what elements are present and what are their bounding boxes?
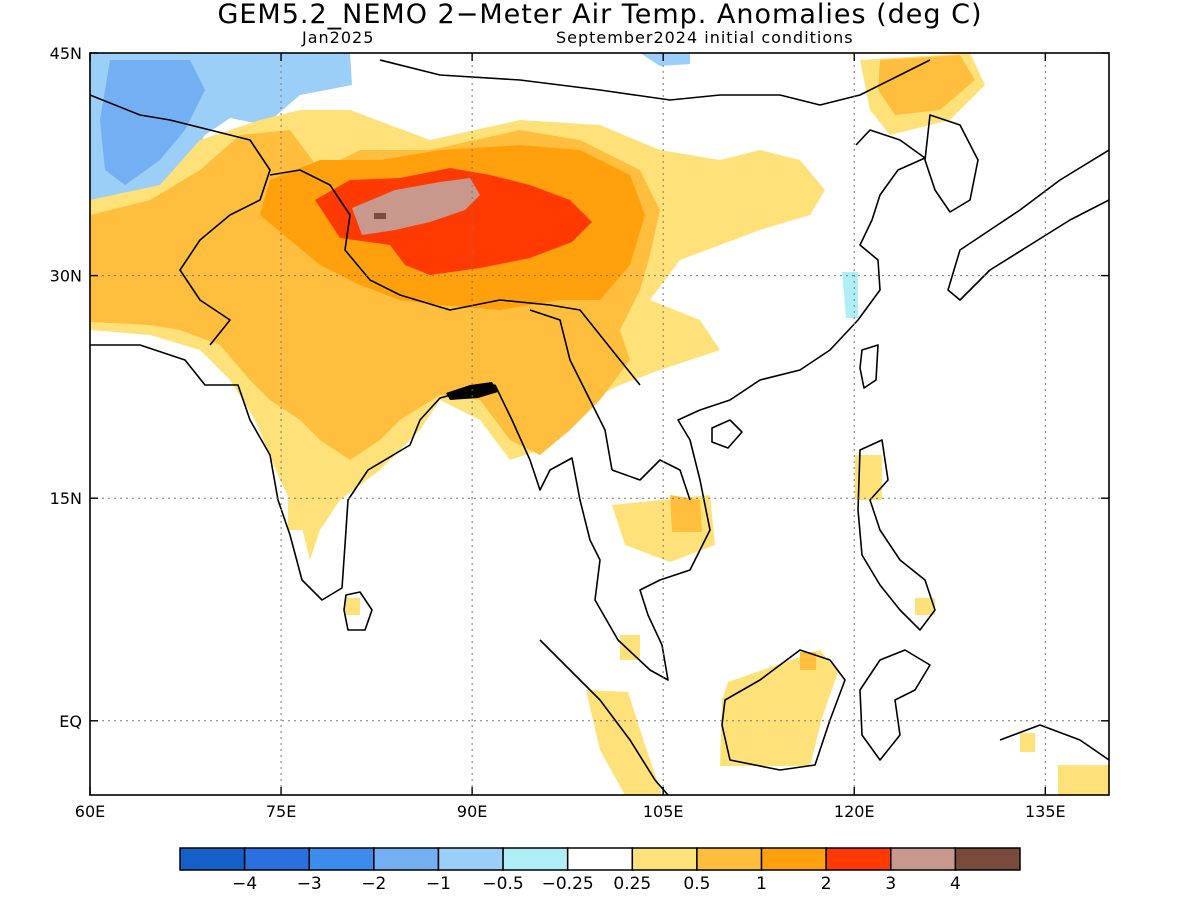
anomaly-shading xyxy=(90,53,1109,795)
anomaly-dark-spot xyxy=(374,213,386,219)
japan-coastline xyxy=(947,149,1109,301)
lat-tick-label: 45N xyxy=(50,44,82,63)
colorbar-swatch xyxy=(825,847,892,871)
sri-lanka-coastline xyxy=(343,591,373,631)
colorbar-label: 2 xyxy=(821,874,832,894)
colorbar-label: −3 xyxy=(297,874,322,894)
lon-tick-label: 60E xyxy=(75,802,105,821)
colorbar-swatch xyxy=(760,847,827,871)
colorbar-label: 1 xyxy=(756,874,767,894)
myanmar-border xyxy=(529,309,613,471)
indochina-coastline xyxy=(494,129,926,681)
colorbar-swatch xyxy=(502,847,569,871)
graticule xyxy=(90,53,1109,795)
lon-tick-label: 75E xyxy=(266,802,296,821)
colorbar-swatch xyxy=(179,847,246,871)
colorbar-swatch xyxy=(243,847,310,871)
southeast-asia-border xyxy=(611,459,691,501)
colorbar-swatch xyxy=(437,847,504,871)
forecast-month: Jan2025 xyxy=(302,28,375,47)
colorbar-label: −0.25 xyxy=(542,874,594,894)
hainan-coastline xyxy=(711,419,743,449)
colorbar-swatch xyxy=(954,847,1021,871)
colorbar-label: 0.25 xyxy=(613,874,651,894)
colorbar-swatch xyxy=(696,847,763,871)
colorbar-swatch xyxy=(373,847,440,871)
colorbar-label: −2 xyxy=(361,874,386,894)
axis-ticks: 60E 75E 90E 105E 120E 135E 45N 30N 15N EQ xyxy=(50,44,1109,821)
coastlines xyxy=(90,59,1109,795)
colorbar-swatch xyxy=(566,847,634,871)
cold-anomaly-core xyxy=(100,60,205,185)
korea-coastline xyxy=(924,114,979,213)
lon-tick-label: 135E xyxy=(1025,802,1066,821)
sumatra-coastline xyxy=(539,639,669,795)
lat-tick-label: 30N xyxy=(50,267,82,286)
map-frame xyxy=(89,52,1110,796)
sulawesi-coastline xyxy=(859,649,931,761)
new-guinea-coastline xyxy=(999,724,1109,761)
taiwan-coastline xyxy=(859,344,879,389)
lon-tick-label: 105E xyxy=(643,802,684,821)
mongolia-border xyxy=(379,59,931,106)
lon-tick-label: 120E xyxy=(834,802,875,821)
colorbar-swatch xyxy=(890,847,957,871)
himalaya-border xyxy=(269,169,641,386)
colorbar: −4 −3 −2 −1 −0.5 −0.25 0.25 0.5 1 2 3 4 xyxy=(179,847,1021,894)
colorbar-swatch xyxy=(631,847,698,871)
map-title: GEM5.2_NEMO 2−Meter Air Temp. Anomalies … xyxy=(217,0,983,30)
central-asia-border xyxy=(90,94,271,346)
india-coastline xyxy=(90,344,496,601)
colorbar-label: −4 xyxy=(232,874,257,894)
colorbar-swatch xyxy=(308,847,375,871)
cold-anomaly-patch xyxy=(640,53,690,66)
colorbar-label: 3 xyxy=(885,874,896,894)
lat-tick-label: 15N xyxy=(50,489,82,508)
initial-conditions: September2024 initial conditions xyxy=(556,28,854,47)
colorbar-label: −0.5 xyxy=(482,874,523,894)
lon-tick-label: 90E xyxy=(457,802,487,821)
colorbar-label: 0.5 xyxy=(683,874,710,894)
colorbar-label: 4 xyxy=(950,874,961,894)
lat-tick-label: EQ xyxy=(59,712,82,731)
anomaly-mauve-fill xyxy=(352,178,480,235)
colorbar-label: −1 xyxy=(426,874,451,894)
borneo-coastline xyxy=(721,649,846,771)
philippines-coastline xyxy=(857,439,936,631)
